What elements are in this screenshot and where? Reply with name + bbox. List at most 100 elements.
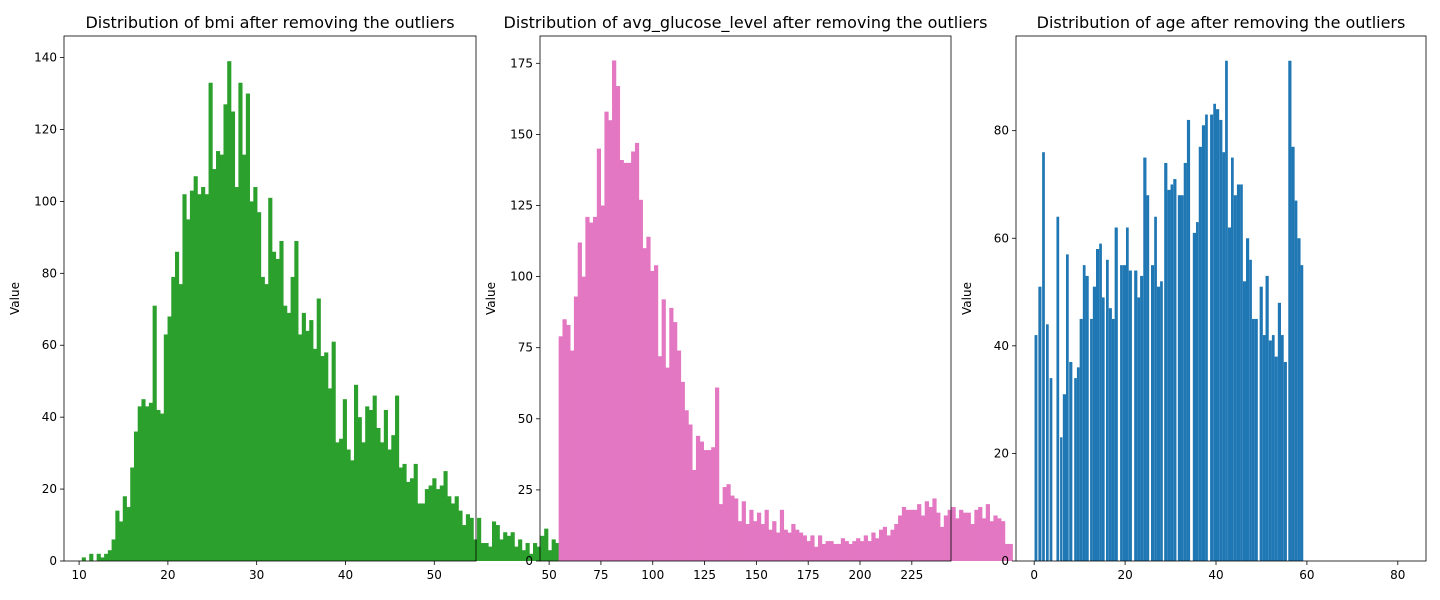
histogram-bar [817,535,823,561]
histogram-bar [734,498,739,561]
histogram-bar [768,529,773,561]
histogram-bar [1074,378,1077,561]
histogram-bar [585,216,590,562]
y-tick-label: 175 [510,56,533,70]
histogram-bar [1128,270,1132,561]
histogram-bar [111,539,116,561]
histogram-bar [1108,308,1112,561]
histogram-bar [760,524,765,561]
histogram-bar [1137,297,1141,561]
histogram-bar [480,543,485,561]
histogram-bar [959,509,964,561]
histogram-bar [350,460,355,561]
y-tick-label: 120 [34,122,57,136]
histogram-bar [1219,119,1223,561]
histogram-bar [104,553,109,561]
histogram-bar [1225,60,1228,562]
histogram-bar [1288,60,1292,562]
histogram-bar [1076,367,1080,561]
histogram-bar [130,467,135,561]
histogram-bar [810,535,815,561]
histogram-bar [245,93,250,562]
histogram-bar [1259,286,1263,561]
y-tick-label: 80 [42,266,57,280]
histogram-bar [783,529,788,561]
histogram-bar [368,409,374,561]
histogram-bar [234,187,239,561]
histogram-bar [951,506,956,561]
histogram-bar [1120,265,1123,561]
histogram-bar [197,194,202,561]
histogram-bar [802,535,807,561]
histogram-bar [653,265,659,561]
histogram-bar [488,546,493,561]
histogram-bar [1297,238,1301,562]
histogram-bar [421,503,426,561]
histogram-bar [764,509,769,561]
histogram-bar [1233,195,1237,561]
histogram-bar [1126,227,1129,561]
y-tick-label: 40 [994,339,1009,353]
histogram-bar [145,406,150,561]
histogram-bar [1082,265,1086,561]
histogram-bar [242,154,247,562]
histogram-bar [730,495,735,561]
histogram-bar [525,543,530,561]
histogram-bar [1227,227,1231,561]
histogram-bar [1300,265,1304,561]
histogram-bar [533,543,538,561]
y-tick-label: 60 [994,231,1009,245]
histogram-bar [833,543,838,561]
histogram-bar [1069,361,1073,561]
histogram-bar [201,187,206,561]
histogram-bar [342,399,347,561]
histogram-bar [81,557,86,561]
y-tick-label: 20 [994,446,1009,460]
histogram-bar [993,515,998,561]
histogram-bar [331,341,336,561]
histogram-bar [137,406,142,561]
histogram-bar [570,350,575,561]
age-histogram: 0 20 40 60 80 0 20 40 60 80 Distribution of age af… [960,13,1427,582]
histogram-bar [741,501,746,561]
histogram-bar [726,484,731,561]
histogram-bar [936,512,941,561]
histogram-bar [753,521,758,561]
histogram-bar [981,518,987,561]
histogram-bar [253,187,258,561]
histogram-bar [219,154,224,562]
histogram-bar [309,320,314,561]
histogram-bar [551,539,556,561]
histogram-bar [947,509,952,561]
histogram-bar [703,450,708,561]
histogram-bar [867,541,872,561]
histogram-bar [886,535,891,561]
histogram-bar [469,517,474,561]
histogram-bar [566,324,571,561]
histogram-bar [521,550,526,561]
histogram-bar [406,481,411,561]
histogram-bar [940,526,945,561]
histogram-bar [398,467,403,561]
histogram-bar [920,515,926,561]
histogram-bar [718,504,724,561]
y-tick-label: 20 [42,482,57,496]
histogram-bar [428,485,433,561]
histogram-bar [642,248,647,561]
x-tick-label: 80 [1390,568,1405,582]
histogram-bar [447,496,452,561]
histogram-bar [1274,356,1278,561]
histogram-bar [1160,281,1163,561]
histogram-bar [409,478,415,561]
histogram-bar [1099,243,1102,562]
histogram-bar [779,509,785,561]
histogram-bar [353,384,359,561]
histogram-bar [458,510,463,561]
histogram-bar [346,449,351,561]
histogram-bar [268,197,273,561]
histogram-bar [1146,195,1150,561]
histogram-bar [316,298,321,561]
histogram-bar [454,496,459,561]
histogram-bar [174,251,180,561]
histogram-bar [997,518,1002,561]
